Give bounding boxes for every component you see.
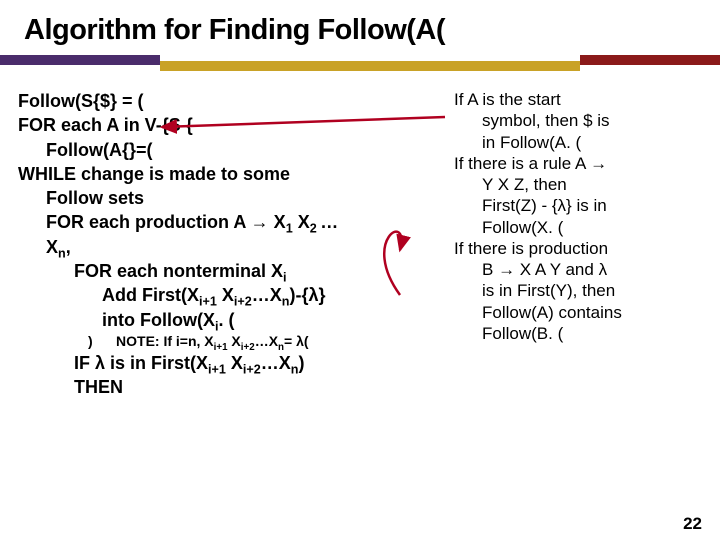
content-area: Follow(S{$} = ( FOR each A in V-{S { Fol… xyxy=(0,89,720,399)
t: . ( xyxy=(218,310,234,330)
sub: i+2 xyxy=(243,362,261,376)
t: , xyxy=(66,237,71,257)
sub: i+2 xyxy=(234,295,252,309)
line: FOR each A in V-{S { xyxy=(18,115,193,135)
t: FOR each production A xyxy=(46,212,251,232)
line: IF λ is in First(Xi+1 Xi+2…Xn) xyxy=(18,351,448,375)
line: Y X Z, then xyxy=(454,174,704,195)
bar-red xyxy=(580,55,720,65)
arrow-glyph: → xyxy=(251,212,269,232)
line: symbol, then $ is xyxy=(454,110,704,131)
sub: 2 xyxy=(310,222,321,236)
t: B xyxy=(482,260,498,279)
line: B → X A Y and λ xyxy=(454,259,704,280)
t: into Follow(X xyxy=(102,310,215,330)
t: NOTE: If i=n, X xyxy=(116,333,214,349)
line: WHILE change is made to some xyxy=(18,164,290,184)
line: into Follow(Xi. ( xyxy=(18,308,448,332)
sub: n xyxy=(58,246,66,260)
line: Follow(A{}=( xyxy=(18,138,448,162)
line: Follow(X. ( xyxy=(454,217,704,238)
slide-title: Algorithm for Finding Follow(A( xyxy=(0,0,720,55)
t: = λ( xyxy=(284,333,309,349)
sub: 1 xyxy=(286,222,293,236)
line: If A is the start xyxy=(454,90,561,109)
t: …X xyxy=(255,333,278,349)
t: X xyxy=(226,353,243,373)
page-number: 22 xyxy=(683,514,702,534)
arrow-glyph: → xyxy=(590,154,607,173)
decor-bars xyxy=(0,55,720,71)
line: If there is production xyxy=(454,239,608,258)
arrow-glyph: → xyxy=(498,260,515,279)
bar-purple xyxy=(0,55,160,65)
t: X xyxy=(217,285,234,305)
t: X xyxy=(293,212,310,232)
rules-explanation: If A is the start symbol, then $ is in F… xyxy=(448,89,704,399)
t: FOR each nonterminal X xyxy=(74,261,283,281)
t: X xyxy=(46,237,58,257)
line: Add First(Xi+1 Xi+2…Xn)-{λ} xyxy=(18,283,448,307)
t: X xyxy=(269,212,286,232)
t: ) xyxy=(88,333,93,349)
line: is in First(Y), then xyxy=(454,280,704,301)
t: …X xyxy=(261,353,291,373)
sub: i+1 xyxy=(199,295,217,309)
t: …X xyxy=(252,285,282,305)
t: )-{λ} xyxy=(289,285,325,305)
line: Xn, xyxy=(18,235,448,259)
t: IF λ is in First(X xyxy=(74,353,208,373)
t: X A Y and λ xyxy=(515,260,607,279)
t: … xyxy=(320,212,338,232)
line: FOR each production A → X1 X2 … xyxy=(18,210,448,234)
line: FOR each nonterminal Xi xyxy=(18,259,448,283)
t: Add First(X xyxy=(102,285,199,305)
t: X xyxy=(228,333,241,349)
line: THEN xyxy=(18,375,448,399)
sub: i+1 xyxy=(208,362,226,376)
line: If there is a rule A → xyxy=(454,154,607,173)
line: First(Z) - {λ} is in xyxy=(454,195,704,216)
bar-gold xyxy=(160,61,580,71)
line: in Follow(A. ( xyxy=(454,132,704,153)
note-line: ) NOTE: If i=n, Xi+1 Xi+2…Xn= λ( xyxy=(18,332,448,351)
line: Follow(B. ( xyxy=(454,323,704,344)
algorithm-code: Follow(S{$} = ( FOR each A in V-{S { Fol… xyxy=(18,89,448,399)
t: If there is a rule A xyxy=(454,154,590,173)
line: Follow(S{$} = ( xyxy=(18,91,144,111)
t: ) xyxy=(298,353,304,373)
line: Follow(A) contains xyxy=(454,302,704,323)
line: Follow sets xyxy=(18,186,448,210)
